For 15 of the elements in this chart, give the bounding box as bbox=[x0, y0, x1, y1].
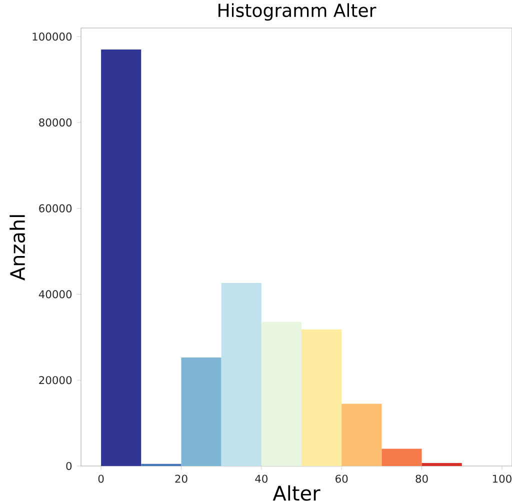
y-tick-label: 20000 bbox=[39, 376, 72, 384]
x-tick-label: 100 bbox=[492, 474, 512, 483]
y-axis-title: Anzahl bbox=[10, 215, 26, 281]
x-tick-label: 0 bbox=[98, 474, 104, 483]
x-tick-label: 20 bbox=[175, 474, 188, 483]
y-tick-label: 100000 bbox=[32, 32, 72, 41]
y-tick-label: 60000 bbox=[39, 204, 72, 212]
x-tick-label: 80 bbox=[416, 474, 428, 483]
x-tick-label: 60 bbox=[336, 474, 348, 483]
y-tick-label: 40000 bbox=[38, 290, 72, 298]
y-tick-label: 80000 bbox=[39, 118, 72, 126]
y-tick-label: 0 bbox=[66, 462, 72, 470]
x-tick-label: 40 bbox=[255, 474, 268, 483]
x-axis-title: Alter bbox=[272, 485, 320, 501]
chart-title: Histogramm Alter bbox=[218, 3, 376, 21]
